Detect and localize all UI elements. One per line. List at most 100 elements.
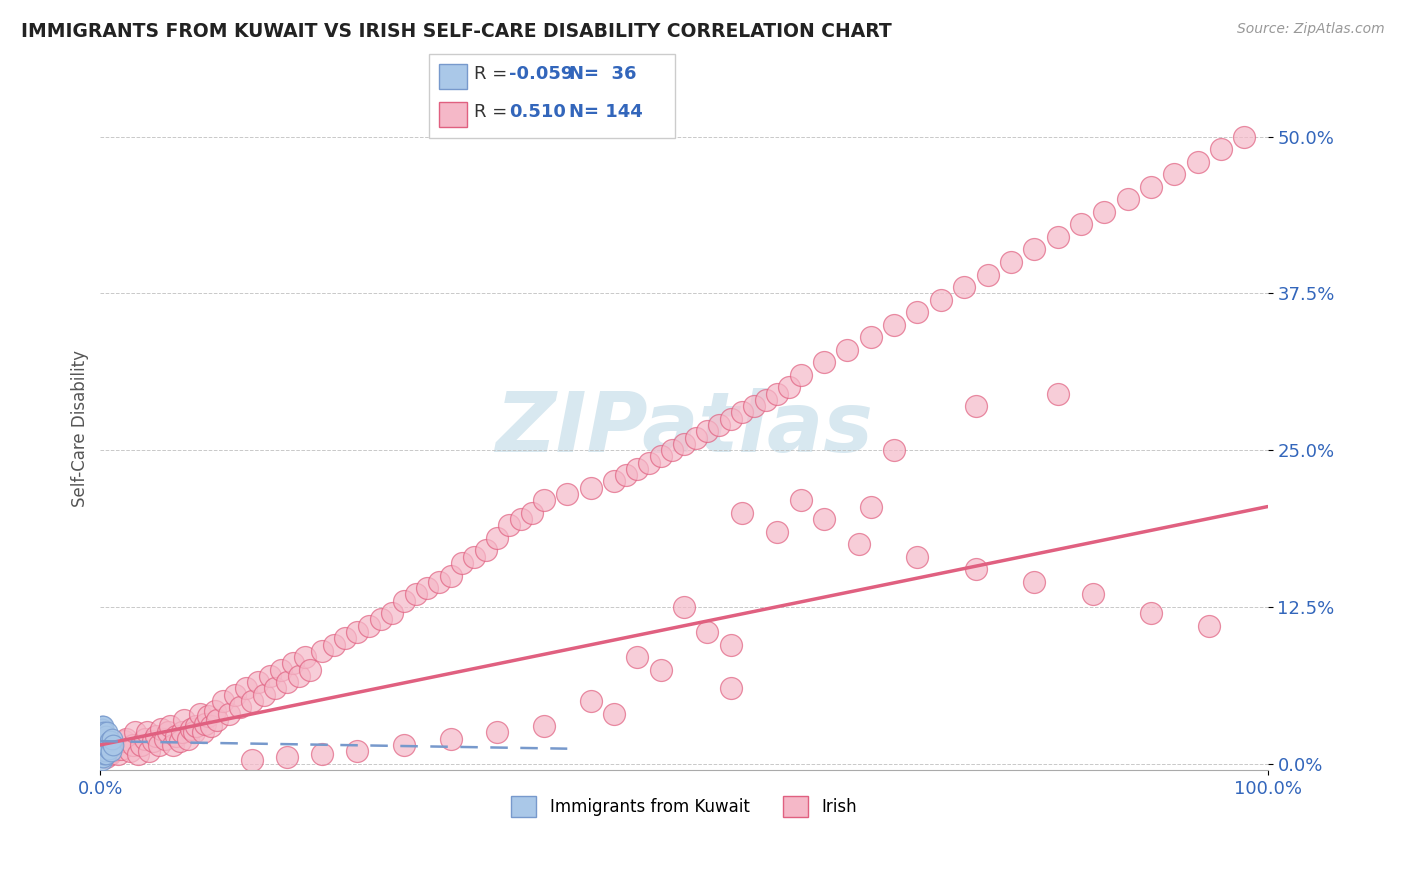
Point [253, 688, 276, 702]
Point [1187, 154, 1209, 169]
Point [194, 716, 217, 731]
Point [90, 741, 112, 756]
Point [91, 731, 114, 746]
Point [614, 468, 637, 483]
Point [129, 738, 152, 752]
Point [169, 734, 191, 748]
Point [183, 725, 205, 739]
Text: IMMIGRANTS FROM KUWAIT VS IRISH SELF-CARE DISABILITY CORRELATION CHART: IMMIGRANTS FROM KUWAIT VS IRISH SELF-CAR… [21, 22, 891, 41]
Point [346, 625, 368, 640]
Point [90, 729, 112, 743]
Point [90, 738, 112, 752]
Point [638, 456, 661, 470]
Point [837, 343, 859, 357]
Point [93, 725, 115, 739]
Point [766, 386, 789, 401]
Point [229, 700, 252, 714]
Point [439, 568, 461, 582]
Point [790, 368, 813, 382]
Point [91, 725, 114, 739]
Point [707, 418, 730, 433]
Point [218, 706, 240, 721]
Point [1209, 142, 1232, 156]
Point [603, 706, 626, 721]
Point [145, 729, 167, 743]
Text: R =: R = [474, 65, 519, 83]
Point [357, 619, 380, 633]
Point [813, 512, 835, 526]
Point [124, 725, 146, 739]
Point [246, 675, 269, 690]
Point [731, 405, 754, 419]
Point [790, 493, 813, 508]
Point [416, 581, 439, 595]
Point [100, 744, 122, 758]
Point [90, 719, 112, 733]
Point [224, 688, 246, 702]
Point [235, 681, 257, 696]
Point [96, 729, 118, 743]
Point [603, 475, 626, 489]
Point [392, 738, 415, 752]
Point [626, 650, 648, 665]
Point [720, 411, 742, 425]
Text: N= 144: N= 144 [569, 103, 643, 120]
Point [311, 644, 333, 658]
Point [98, 747, 121, 761]
Point [720, 681, 742, 696]
Point [650, 663, 672, 677]
Point [1198, 619, 1220, 633]
Point [848, 537, 870, 551]
Point [965, 562, 987, 576]
Point [173, 713, 195, 727]
Point [96, 747, 118, 761]
Point [259, 669, 281, 683]
Point [672, 599, 695, 614]
Point [1046, 230, 1069, 244]
Point [381, 606, 404, 620]
Text: Source: ZipAtlas.com: Source: ZipAtlas.com [1237, 22, 1385, 37]
Point [1024, 243, 1046, 257]
Point [555, 487, 578, 501]
Point [103, 738, 125, 752]
Point [427, 574, 450, 589]
Point [311, 747, 333, 761]
Point [953, 280, 976, 294]
Point [90, 725, 112, 739]
Point [103, 738, 125, 752]
Point [439, 731, 461, 746]
Point [91, 750, 114, 764]
Point [1000, 255, 1022, 269]
Point [90, 731, 112, 746]
Point [90, 722, 112, 736]
Point [929, 293, 952, 307]
Point [110, 741, 132, 756]
Point [370, 612, 392, 626]
Point [859, 500, 882, 514]
Point [188, 706, 211, 721]
Point [96, 725, 118, 739]
Point [1140, 606, 1163, 620]
Text: ZIPatlas: ZIPatlas [495, 388, 873, 468]
Point [101, 731, 124, 746]
Point [184, 719, 207, 733]
Point [101, 744, 124, 758]
Point [91, 734, 114, 748]
Point [742, 399, 765, 413]
Point [766, 524, 789, 539]
Point [112, 734, 135, 748]
Point [346, 744, 368, 758]
Point [159, 719, 181, 733]
Point [90, 750, 112, 764]
Point [883, 443, 905, 458]
Legend: Immigrants from Kuwait, Irish: Immigrants from Kuwait, Irish [505, 789, 863, 823]
Point [91, 729, 114, 743]
Point [115, 731, 138, 746]
Point [97, 741, 120, 756]
Point [392, 593, 415, 607]
Point [162, 738, 184, 752]
Text: R =: R = [474, 103, 519, 120]
Point [1140, 179, 1163, 194]
Point [94, 744, 117, 758]
Point [98, 734, 121, 748]
